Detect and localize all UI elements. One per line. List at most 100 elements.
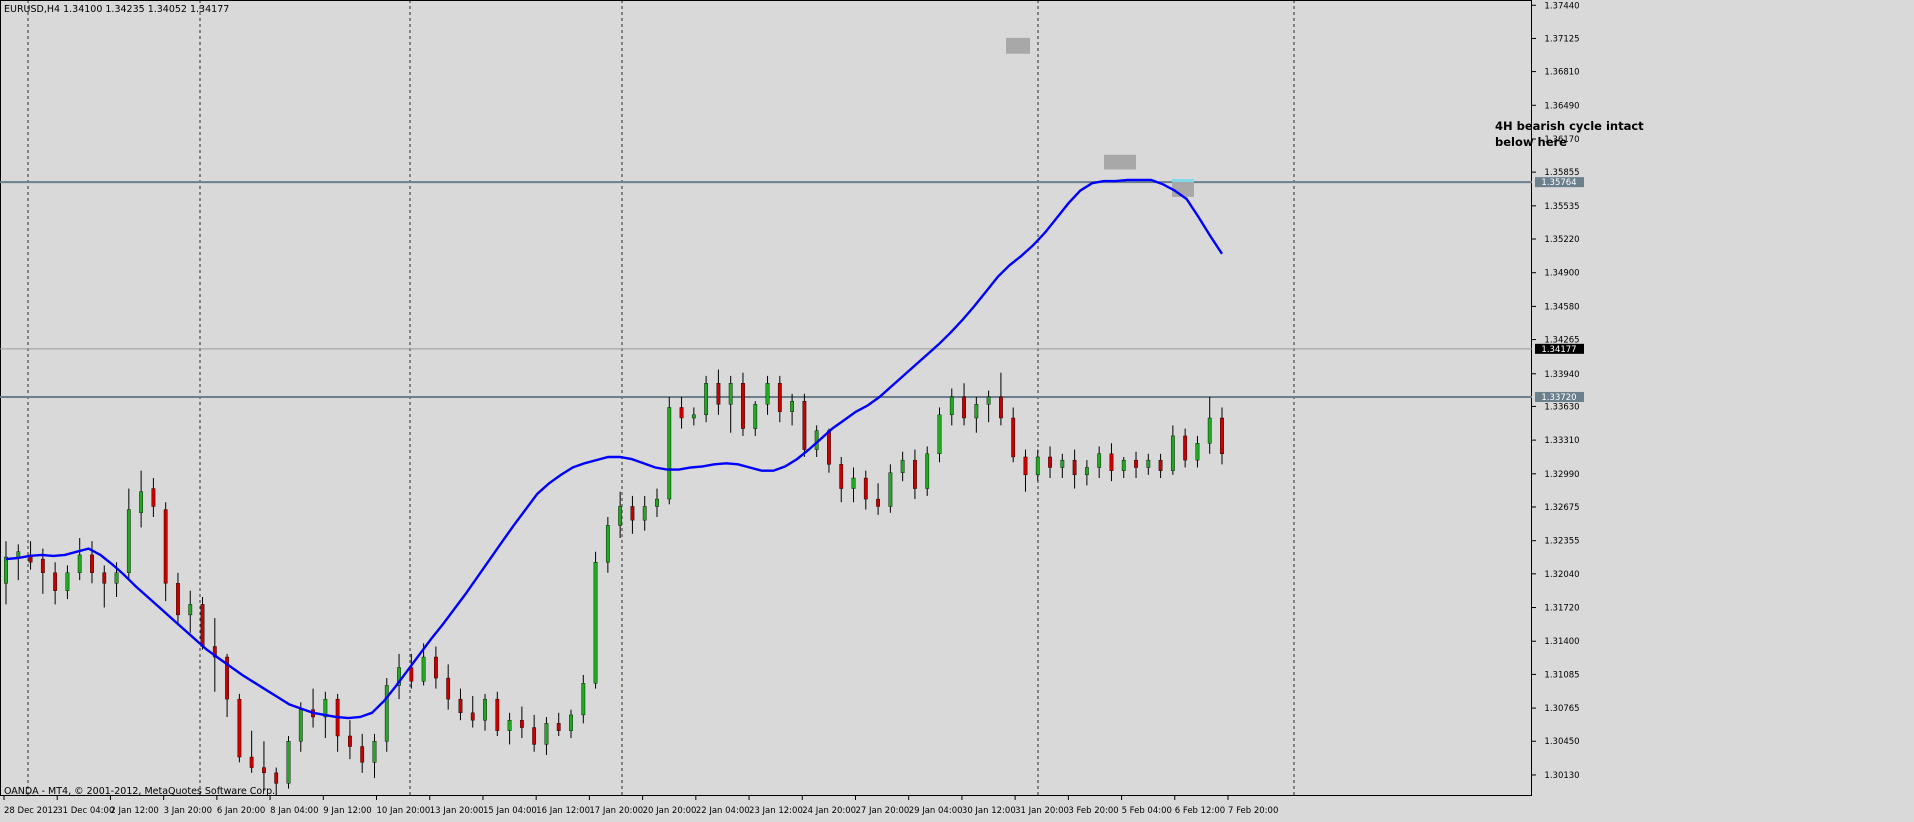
bear-candle-body	[876, 498, 880, 507]
y-tick-label: 1.33940	[1544, 370, 1579, 380]
candle	[1146, 453, 1151, 475]
price-label-bg	[1535, 391, 1584, 402]
bear-candle-body	[495, 698, 500, 731]
bull-candle-body	[507, 719, 512, 731]
y-tick-label: 1.36810	[1544, 68, 1579, 78]
candle	[188, 590, 193, 633]
bull-candle-body	[1060, 459, 1065, 468]
bear-candle-body	[962, 396, 966, 419]
bull-candle-body	[949, 396, 954, 416]
bear-candle-body	[556, 723, 561, 731]
bull-candle-body	[1097, 453, 1102, 468]
y-tick-label: 1.31400	[1544, 637, 1579, 647]
candle	[765, 375, 770, 415]
candle	[839, 456, 844, 503]
bull-candle-body	[1195, 443, 1200, 461]
x-tick-label: 6 Jan 20:00	[217, 806, 265, 816]
y-tick-label: 1.37125	[1544, 34, 1579, 44]
bear-candle-body	[1109, 453, 1114, 471]
bull-candle-body	[1121, 459, 1126, 471]
candle	[900, 451, 905, 482]
candle	[1121, 456, 1126, 479]
candle	[1023, 449, 1028, 492]
bear-candle-body	[913, 459, 917, 489]
x-tick-label: 10 Jan 20:00	[377, 806, 431, 816]
candle	[802, 393, 807, 457]
bull-candle-body	[851, 477, 856, 489]
candle	[728, 375, 733, 433]
candle	[618, 491, 623, 539]
candle	[151, 478, 156, 517]
bull-candle-body	[1084, 467, 1089, 476]
candle	[532, 714, 537, 752]
bear-candle-body	[777, 383, 782, 412]
bear-candle-body	[163, 509, 168, 584]
x-tick-label: 3 Jan 20:00	[164, 806, 212, 816]
x-tick-label: 7 Feb 20:00	[1228, 806, 1278, 816]
candle	[716, 369, 721, 415]
time-axis-bg	[0, 796, 1914, 818]
bear-candle-body	[1011, 417, 1016, 458]
candle	[556, 712, 561, 736]
candle	[1170, 425, 1175, 475]
candle	[274, 767, 279, 798]
candle	[790, 393, 795, 426]
candle	[519, 706, 524, 739]
candle	[777, 375, 782, 423]
copyright-label: OANDA - MT4, © 2001-2012, MetaQuotes Sof…	[4, 786, 275, 797]
bear-candle-body	[446, 677, 451, 700]
price-label-bg	[1535, 343, 1584, 354]
bull-candle-body	[397, 667, 401, 686]
bear-candle-body	[532, 727, 537, 745]
candle	[925, 446, 930, 496]
candle	[1109, 443, 1114, 482]
bull-candle-body	[286, 741, 291, 784]
x-tick-label: 31 Jan 20:00	[1015, 806, 1069, 816]
candle	[630, 495, 635, 534]
candle	[1158, 453, 1163, 479]
bear-candle-body	[176, 583, 180, 616]
candle	[593, 551, 598, 689]
candle	[384, 678, 389, 752]
x-tick-label: 8 Jan 04:00	[270, 806, 318, 816]
bear-candle-body	[262, 767, 266, 774]
bull-candle-body	[790, 400, 795, 412]
bull-candle-body	[298, 709, 303, 742]
bull-candle-body	[937, 414, 942, 455]
bear-candle-body	[802, 400, 807, 450]
bull-candle-body	[4, 556, 8, 584]
bull-candle-body	[323, 698, 328, 718]
candle	[937, 407, 942, 463]
candle	[126, 488, 131, 581]
bear-candle-body	[716, 383, 721, 405]
bull-candle-body	[765, 383, 770, 405]
y-tick-label: 1.34265	[1544, 336, 1579, 346]
bull-candle-body	[974, 404, 979, 419]
candle	[949, 388, 954, 426]
price-label-bg	[1535, 177, 1584, 188]
bull-candle-body	[704, 383, 709, 416]
x-tick-label: 16 Jan 12:00	[536, 806, 590, 816]
candle	[986, 390, 991, 423]
bear-candle-body	[863, 477, 868, 500]
bear-candle-body	[1048, 456, 1052, 468]
bear-candle-body	[433, 656, 438, 679]
bull-candle-body	[753, 404, 758, 429]
bull-candle-body	[1170, 435, 1175, 471]
y-tick-label: 1.36170	[1544, 135, 1579, 145]
price-axis: 1.37440 1.37125 1.36810 1.36490 1.36170 1.358…	[1532, 1, 1584, 781]
bear-candle-body	[999, 396, 1003, 419]
candle	[974, 396, 979, 433]
x-tick-label: 3 Feb 20:00	[1068, 806, 1118, 816]
bear-candle-body	[40, 558, 45, 573]
price-label-text: 1.35764	[1541, 178, 1576, 188]
y-tick-label: 1.35220	[1544, 235, 1579, 245]
x-tick-label: 23 Jan 12:00	[749, 806, 803, 816]
candle	[642, 495, 647, 531]
candle	[102, 565, 107, 608]
candle	[704, 375, 709, 423]
candle	[888, 464, 893, 513]
candle	[446, 664, 451, 710]
x-tick-label: 20 Jan 20:00	[643, 806, 697, 816]
